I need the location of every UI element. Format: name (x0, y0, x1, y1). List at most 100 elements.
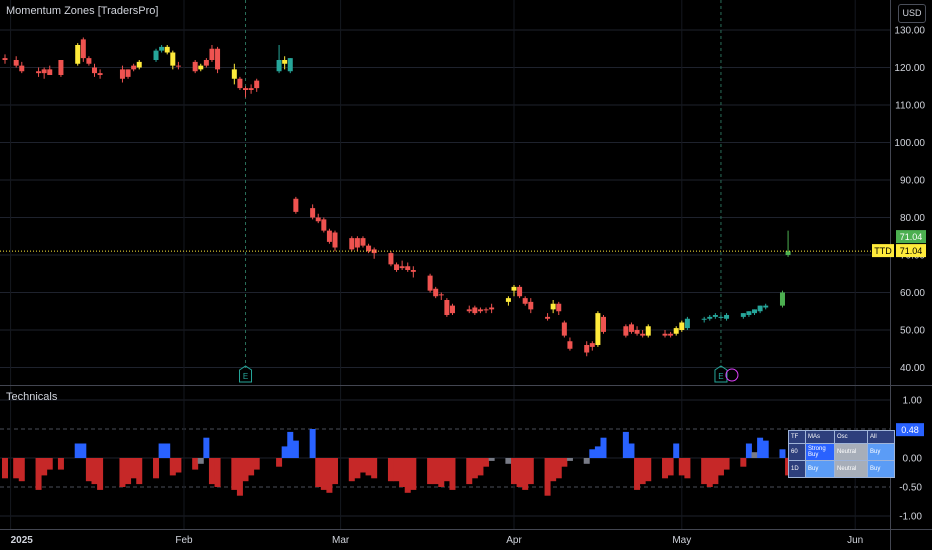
candle (175, 61, 181, 70)
technicals-bar (639, 458, 646, 485)
technicals-bar (231, 458, 238, 490)
technicals-bar (477, 458, 484, 476)
last-price-label: 71.04 (900, 246, 923, 256)
candle (528, 298, 534, 314)
candle (58, 60, 64, 77)
technicals-bar (762, 440, 769, 458)
technicals-bar (387, 458, 394, 482)
currency-button[interactable]: USD (898, 4, 926, 23)
technicals-bar (309, 429, 316, 458)
table-cell-tf: 60 (788, 443, 806, 461)
candle (136, 60, 142, 70)
earnings-marker-label: E (718, 372, 723, 381)
candle (483, 307, 489, 314)
technicals-bar (745, 443, 752, 458)
candlestick-series (2, 37, 791, 357)
candle (444, 298, 450, 317)
candle-body (785, 251, 791, 255)
candle (477, 307, 483, 314)
technicals-bar (399, 458, 406, 487)
technicals-tick-label: 1.00 (903, 396, 923, 407)
technicals-bar (85, 458, 92, 482)
technicals-bar (505, 458, 512, 464)
technicals-bar (550, 458, 557, 482)
price-tick-label: 50.00 (900, 326, 925, 337)
candle (215, 46, 221, 74)
candle (584, 341, 590, 357)
candle-body (315, 217, 321, 222)
symbol-tag-label: TTD (874, 246, 892, 256)
candle (237, 76, 243, 90)
candle-body (354, 238, 360, 248)
technicals-bar (2, 458, 8, 479)
candle-body (752, 309, 758, 314)
candle-body (405, 266, 411, 270)
technicals-bar (315, 458, 322, 487)
technicals-bar (320, 458, 327, 490)
technicals-bar (527, 458, 534, 485)
candle-body (505, 298, 511, 302)
candle-body (332, 232, 338, 248)
candle (2, 54, 8, 64)
table-row: 60 Strong Buy Neutral Buy (788, 443, 895, 461)
technicals-bar (253, 458, 260, 470)
technicals-bar (97, 458, 104, 490)
technicals-bar (667, 458, 674, 476)
technicals-bar (332, 458, 339, 485)
candle-body (718, 316, 724, 318)
candle (394, 262, 400, 272)
candle-body (91, 67, 97, 74)
candle (97, 69, 103, 79)
candle (41, 67, 47, 79)
technicals-bar (583, 458, 590, 464)
technicals-bar (589, 449, 596, 458)
candle-body (310, 208, 316, 218)
candle (388, 251, 394, 267)
technicals-bar (164, 443, 171, 458)
technicals-bar (242, 458, 249, 482)
candle (75, 43, 81, 66)
candle-body (371, 249, 377, 254)
candle-body (645, 326, 651, 336)
candle (209, 45, 215, 62)
technicals-bar (410, 458, 417, 490)
candle (153, 48, 159, 62)
candle-body (707, 316, 713, 319)
candle (662, 330, 668, 338)
technicals-bar (125, 458, 132, 485)
technicals-bar (622, 431, 629, 458)
candle (634, 326, 640, 336)
earnings-marker-label: E (243, 372, 248, 381)
candle-body (13, 60, 19, 66)
candle (410, 266, 416, 278)
candle (561, 320, 567, 338)
technicals-bar (511, 458, 517, 485)
technicals-bar (158, 443, 165, 458)
candle (170, 50, 176, 70)
candle (779, 290, 785, 308)
candle (366, 243, 372, 254)
candle (545, 313, 551, 321)
candle-body (248, 88, 254, 90)
technicals-bar (516, 458, 523, 487)
technicals-bar (175, 458, 182, 473)
candle (449, 303, 455, 315)
candle (203, 58, 209, 68)
last-price-tag (896, 244, 926, 258)
candle-body (427, 275, 433, 291)
candle-body (97, 73, 103, 75)
technicals-histogram (2, 429, 792, 496)
technicals-bar (600, 437, 607, 458)
candle-body (276, 60, 282, 72)
candle (248, 84, 254, 94)
table-header-mas: MAs (805, 430, 835, 444)
technicals-bar (41, 458, 48, 476)
technicals-value-label: 0.48 (901, 425, 919, 435)
technicals-bar (522, 458, 529, 490)
table-header-row: TF MAs Osc All (788, 430, 895, 444)
candle (466, 305, 472, 314)
technicals-bar (13, 458, 20, 479)
technicals-bar (91, 458, 98, 485)
candle (243, 86, 249, 98)
